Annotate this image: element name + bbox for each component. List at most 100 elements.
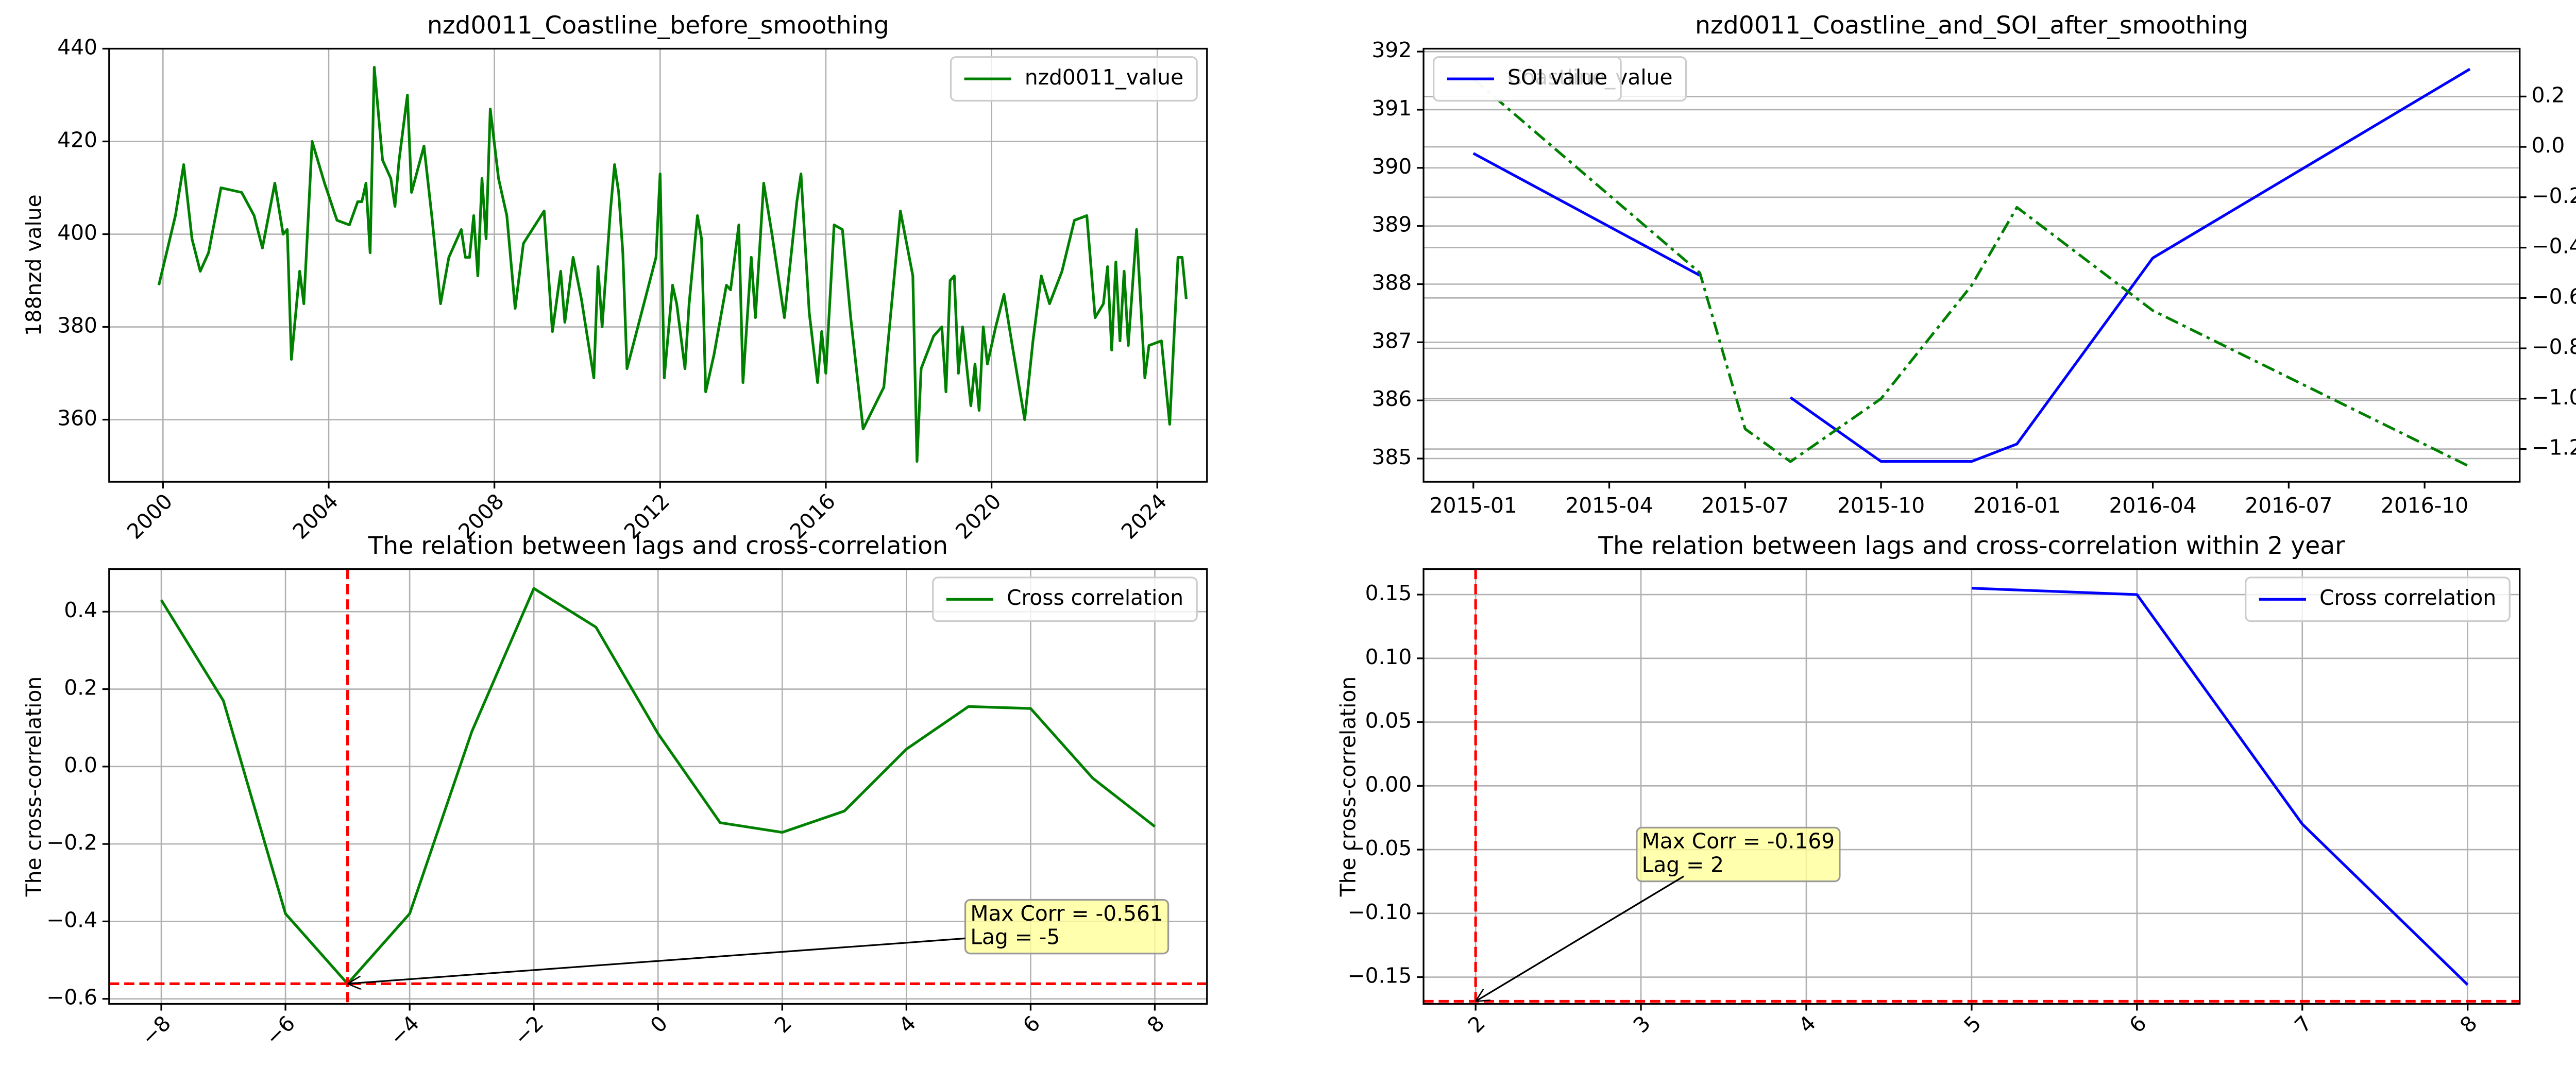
chart-title: nzd0011_Coastline_before_smoothing [427, 11, 889, 40]
x-tick-label: 2015-07 [1701, 493, 1789, 518]
data-line [1472, 67, 2471, 463]
x-tick-label: 6 [2124, 1011, 2151, 1038]
y-tick-label: 0.4 [64, 598, 97, 622]
x-tick-label: −6 [261, 1011, 300, 1050]
y2-tick-label: −0.8 [2532, 334, 2576, 359]
legend-box [2245, 577, 2511, 622]
x-tick-label: 0 [646, 1011, 672, 1038]
y2-tick-label: −0.2 [2532, 183, 2576, 208]
x-tick-label: 8 [2455, 1011, 2482, 1038]
axes-frame [108, 568, 1208, 1005]
axes-frame [108, 47, 1208, 483]
chart-panel: 2 3 4 5 6 7 8 0.15 0.10 0.05 0.00 −0.05 −0.10 −0.15 Ma… [1336, 532, 2521, 1038]
y-tick-label: −0.6 [46, 985, 97, 1010]
y-tick-label: 0.2 [64, 675, 97, 700]
data-line [160, 587, 1156, 986]
legend-label: Cross correlation [1007, 585, 1183, 610]
chart-title: nzd0011_Coastline_and_SOI_after_smoothin… [1695, 11, 2248, 40]
data-line [1472, 78, 2471, 468]
x-tick-label: −4 [385, 1011, 424, 1050]
x-tick-label: 2016-10 [2381, 493, 2468, 518]
y2-tick-label: −0.4 [2532, 234, 2576, 259]
y-axis-label: The cross-correlation [1336, 676, 1361, 897]
legend: nzd0011_value [950, 56, 1198, 102]
x-tick-label: 2 [770, 1011, 796, 1038]
x-tick-label: 7 [2290, 1011, 2316, 1038]
annotation-box [964, 899, 1170, 955]
y-tick-label: −0.05 [1347, 836, 1412, 860]
y-tick-label: 400 [57, 221, 97, 245]
y-tick-label: −0.4 [46, 907, 97, 932]
annotation-box [1636, 826, 1841, 883]
x-tick-label: 5 [1959, 1011, 1986, 1038]
chart-panel: −8 −6 −4 −2 0 2 4 6 8 0.4 0.2 0.0 −0.2 −0.4 −0.6 Max Co… [21, 532, 1208, 1050]
y-tick-label: 385 [1372, 445, 1412, 469]
x-tick-label: 2016-07 [2245, 493, 2332, 518]
x-tick-label: 4 [894, 1011, 921, 1038]
chart-panel: 2000 2004 2008 2012 2016 2020 2024360380400420… [21, 11, 1208, 544]
y-tick-label: 0.05 [1365, 708, 1412, 733]
legend-box [1432, 56, 1622, 102]
x-tick-label: 4 [1794, 1011, 1821, 1038]
data-line [157, 65, 1188, 463]
y-tick-label: −0.2 [46, 830, 97, 855]
legend-label: nzd0011_value [1025, 65, 1183, 90]
x-tick-label: 2000 [122, 489, 177, 544]
legend-box [932, 577, 1198, 622]
y2-tick-label: 0.0 [2532, 133, 2565, 158]
y2-tick-label: 0.2 [2532, 82, 2565, 107]
annotation-text: Max Corr = -0.561 [970, 901, 1163, 926]
axes-frame [1422, 568, 2521, 1005]
y-tick-label: 0.15 [1365, 581, 1412, 605]
x-tick-label: −2 [509, 1011, 548, 1050]
y2-tick-label: −1.0 [2532, 385, 2576, 410]
x-tick-label: 6 [1018, 1011, 1045, 1038]
chart-title: The relation between lags and cross-corr… [367, 532, 948, 560]
x-tick-label: 2016-01 [1973, 493, 2061, 518]
legend: SOI value [1432, 56, 1622, 102]
y-tick-label: 392 [1372, 38, 1412, 62]
y2-tick-label: −1.2 [2532, 435, 2576, 460]
axes-frame [1422, 47, 2521, 483]
y-tick-label: 391 [1372, 96, 1412, 121]
x-tick-label: 2016-04 [2109, 493, 2197, 518]
chart-title: The relation between lags and cross-corr… [1598, 532, 2345, 560]
legend: Cross correlation [932, 577, 1198, 622]
y-tick-label: 389 [1372, 212, 1412, 237]
data-line [1971, 587, 2469, 986]
y-tick-label: 440 [57, 35, 97, 59]
y-tick-label: 380 [57, 313, 97, 338]
x-tick-label: 2024 [1116, 489, 1172, 544]
y-axis-label: The cross-correlation [21, 676, 46, 897]
x-tick-label: 8 [1142, 1011, 1169, 1038]
y-tick-label: −0.15 [1347, 963, 1412, 988]
x-tick-label: 3 [1629, 1011, 1655, 1038]
x-tick-label: −8 [137, 1011, 176, 1050]
y-tick-label: 420 [57, 128, 97, 153]
y-tick-label: 0.0 [64, 753, 97, 777]
annotation-arrow [348, 937, 965, 984]
y-tick-label: 388 [1372, 270, 1412, 295]
legend-label: SOI value [1507, 65, 1607, 90]
y-tick-label: 387 [1372, 328, 1412, 353]
x-tick-label: 2015-01 [1430, 493, 1517, 518]
y-tick-label: 390 [1372, 154, 1412, 179]
x-tick-label: 2020 [951, 489, 1006, 544]
chart-panel: 2015-01 2015-04 2015-07 2015-10 2016-01 2016-… [1372, 11, 2576, 518]
y-tick-label: −0.10 [1347, 900, 1412, 924]
y-axis-label: 188nzd value [21, 194, 46, 336]
x-tick-label: 2 [1463, 1011, 1490, 1038]
x-tick-label: 2015-04 [1565, 493, 1653, 518]
legend: Cross correlation [2245, 577, 2511, 622]
x-tick-label: 2015-10 [1837, 493, 1925, 518]
x-tick-label: 2004 [288, 489, 343, 544]
y-tick-label: 360 [57, 406, 97, 431]
legend-box [950, 56, 1198, 102]
annotation-text: Lag = 2 [1642, 852, 1724, 877]
annotation-arrow [1476, 875, 1684, 1002]
y-tick-label: 386 [1372, 386, 1412, 411]
y2-tick-label: −0.6 [2532, 284, 2576, 309]
y-tick-label: 0.10 [1365, 645, 1412, 669]
